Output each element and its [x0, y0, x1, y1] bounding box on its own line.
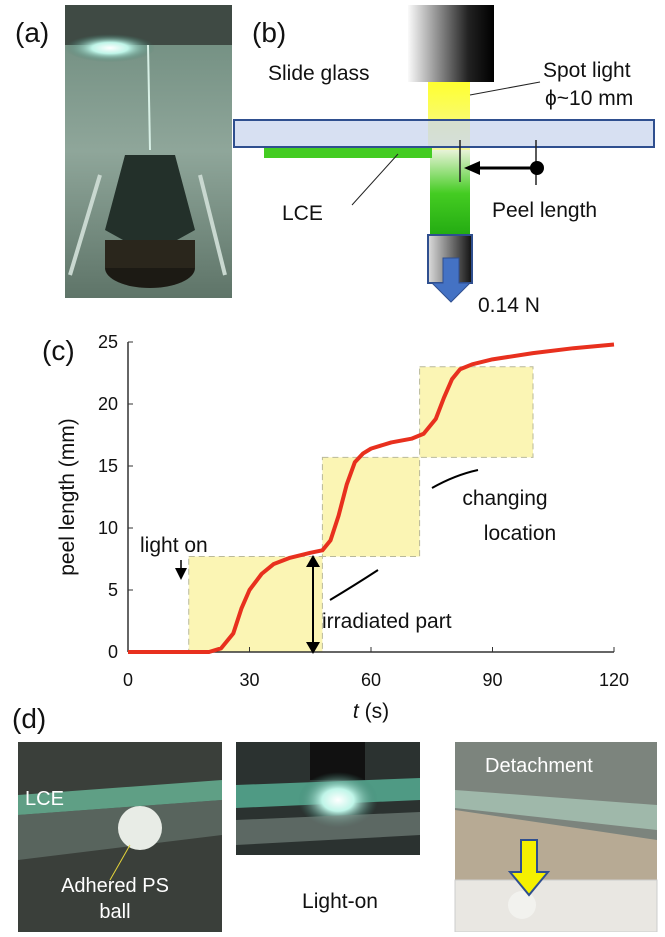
panel-label: (b) [252, 17, 286, 48]
arrow-head [175, 568, 187, 580]
label: Detachment [485, 755, 593, 777]
x-tick-label: 60 [361, 670, 381, 690]
y-tick-label: 25 [98, 332, 118, 352]
irradiated-region [322, 457, 419, 556]
panel-label: (c) [42, 335, 75, 366]
y-axis-label: peel length (mm) [56, 418, 79, 576]
figure: (a) (b) Slide glass Spot light ϕ~10 mm L… [0, 0, 665, 932]
photo-a [65, 5, 232, 298]
y-tick-label: 20 [98, 394, 118, 414]
annotation: light on [140, 534, 208, 557]
label: Light-on [302, 890, 378, 913]
photo-d2 [236, 742, 420, 855]
label: ϕ~10 mm [545, 87, 633, 110]
curved-arrow [432, 470, 478, 488]
label: Adhered PS [61, 875, 169, 897]
annotation: irradiated part [322, 610, 452, 633]
label: LCE [25, 788, 64, 810]
curved-arrow [330, 570, 378, 600]
y-tick-label: 5 [108, 580, 118, 600]
label: Peel length [492, 199, 597, 222]
label: 0.14 N [478, 294, 540, 317]
panel-label: (d) [12, 703, 46, 734]
y-tick-label: 15 [98, 456, 118, 476]
label: LCE [282, 202, 323, 225]
schematic [234, 5, 654, 302]
x-tick-label: 90 [482, 670, 502, 690]
annotation: location [484, 522, 556, 545]
y-tick-label: 10 [98, 518, 118, 538]
panel-label: (a) [15, 17, 49, 48]
label: Slide glass [268, 62, 370, 85]
irradiated-region [189, 557, 323, 652]
x-tick-label: 0 [123, 670, 133, 690]
annotation: changing [462, 487, 547, 510]
chart: 0 5 10 15 20 25 0 30 60 90 120 peel length (mm) t (s… [56, 332, 629, 723]
x-tick-label: 30 [239, 670, 259, 690]
label: Spot light [543, 59, 631, 82]
y-tick-label: 0 [108, 642, 118, 662]
x-axis-unit: (s) [359, 700, 389, 723]
x-tick-label: 120 [599, 670, 629, 690]
label: ball [99, 901, 130, 923]
x-axis-label: t (s) [353, 700, 389, 723]
